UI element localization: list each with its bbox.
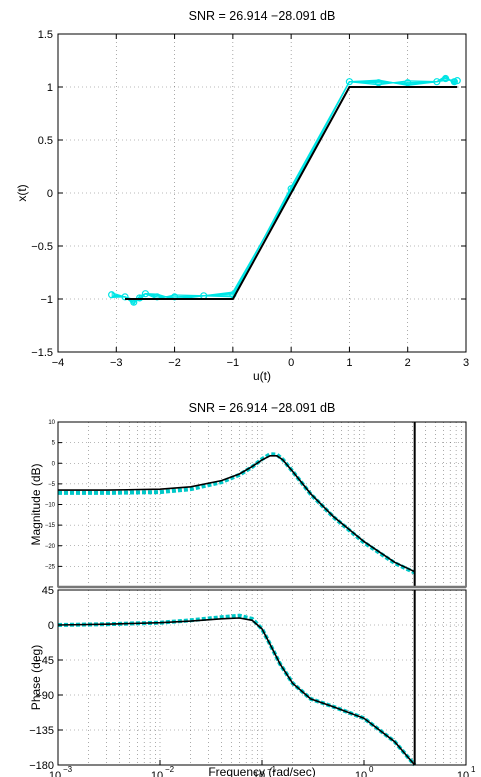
y-tick-label: 0 [47,188,53,200]
y-tick-label: −5 [48,482,56,488]
data-point [453,77,461,85]
series-line [125,86,458,300]
x-tick-label: −2 [168,357,181,369]
data-point [136,294,144,302]
x-tick-label: −4 [52,357,65,369]
x-tick-label: −3 [110,357,123,369]
x-tick-label: 1 [346,357,352,369]
chart-2: −25 −20 −15 −10 −5 0 5 10 SNR = 26.914 −28.091 d… [29,401,467,589]
y-tick-label: −90 [35,690,54,702]
x-tick-exponent: −3 [63,765,73,774]
x-tick-label: 3 [463,357,469,369]
y-tick-label: 5 [52,441,56,447]
series-line [111,77,458,303]
y-tick-label: −135 [29,725,54,737]
x-axis-label: u(t) [253,369,271,383]
data-point [374,79,383,87]
series-line [57,617,416,766]
series-line [58,454,416,573]
x-tick-label: 10 [253,770,265,777]
y-tick-label: −0.5 [31,241,53,253]
series-line [111,79,458,306]
y-tick-label: 1.5 [38,29,53,41]
data-point [108,291,116,299]
y-tick-label: 1 [47,82,53,94]
y-tick-label: 0 [48,620,54,632]
x-tick-label: 10 [355,770,367,777]
series-line [58,452,416,575]
y-tick-label: 0 [52,461,56,467]
x-tick-label: −1 [227,357,240,369]
y-tick-label: −20 [45,544,56,550]
chart-3: −180−135−90−4504510−310−210−1100101Frequ… [29,585,476,777]
x-tick-exponent: 0 [369,765,374,774]
chart-title: SNR = 26.914 −28.091 dB [189,401,336,415]
chart-title: SNR = 26.914 −28.091 dB [189,9,336,23]
y-axis-label: Phase (deg) [29,645,43,710]
data-point [345,78,354,86]
y-tick-label: −1.5 [31,347,53,359]
y-tick-label: 45 [42,585,54,597]
x-axis-label: Frequency (rad/sec) [208,765,315,777]
y-tick-label: −10 [45,503,56,509]
x-tick-label: 10 [151,770,163,777]
x-tick-exponent: 1 [471,765,476,774]
data-point [442,74,450,83]
data-point [141,290,150,298]
data-point [404,79,412,87]
series-line [111,76,458,302]
y-tick-label: −180 [29,760,54,772]
y-axis-label: Magnitude (dB) [29,463,43,545]
x-tick-label: 10 [457,770,469,777]
data-point [433,78,441,86]
y-tick-label: −15 [45,523,56,529]
series-line [111,75,458,302]
x-tick-label: 0 [288,357,294,369]
chart-1: −4 −3 −2 −1 0 1 2 3 −1.5 −1 −0.5 0 0.5 1 1.5 SNR = 26.9… [15,9,469,383]
y-tick-label: 10 [48,420,55,426]
y-axis-label: x(t) [15,184,29,201]
x-tick-label: 2 [405,357,411,369]
x-tick-exponent: −2 [165,765,175,774]
y-tick-label: 0.5 [38,135,53,147]
x-tick-exponent: −1 [267,765,277,774]
y-tick-label: −25 [45,564,56,570]
series-line [57,613,417,767]
x-tick-label: 10 [49,770,61,777]
y-tick-label: −45 [35,655,54,667]
y-tick-label: −1 [40,294,53,306]
